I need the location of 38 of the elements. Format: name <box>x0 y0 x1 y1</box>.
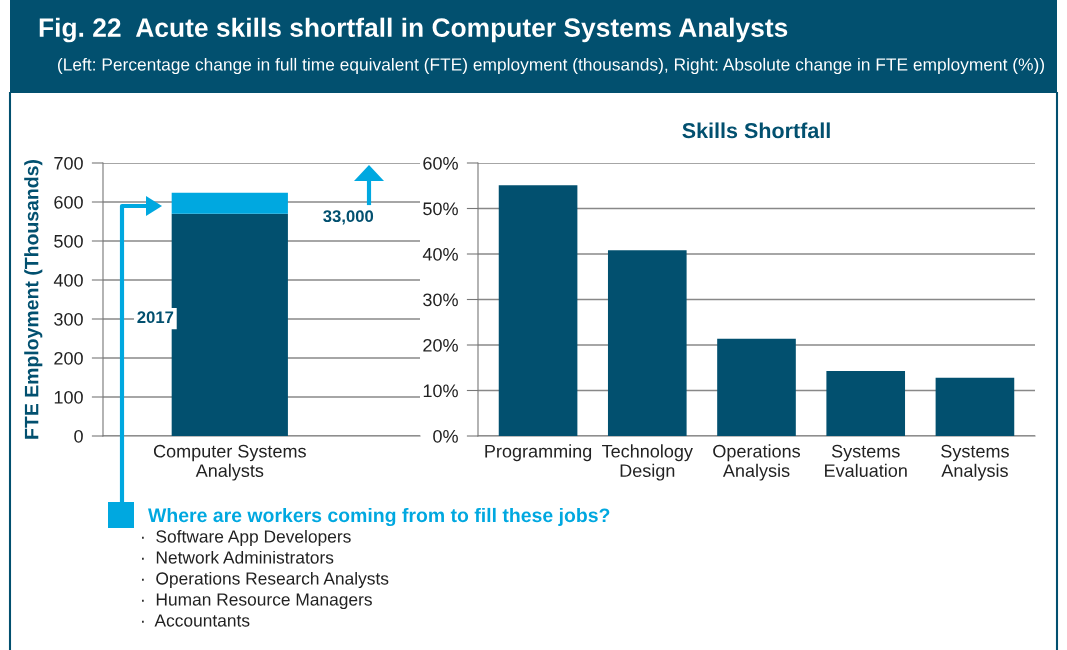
text: · Human Resource Managers <box>142 593 372 610</box>
text: · Network Administrators <box>142 550 334 564</box>
text: (Left: Percentage change in full time equivalent (FTE) employment (thousands), Right: Absolute change in FTE employment (%)) <box>58 57 1044 75</box>
y-tick-label: 200 <box>54 351 83 365</box>
x-tick-label: Technology Design <box>602 444 693 481</box>
y-tick-label: 40% <box>422 247 458 261</box>
x-tick-label: Computer Systems Analysts <box>153 444 306 481</box>
y-tick-label: 600 <box>54 195 83 209</box>
chart-title: Skills Shortfall <box>682 122 830 139</box>
bar <box>935 377 1015 436</box>
y-tick-label: 20% <box>423 338 458 352</box>
y-tick-label: 10% <box>423 384 458 398</box>
y-tick-label: 700 <box>54 156 83 170</box>
text: Where are workers coming from to fill these jobs? <box>148 507 610 527</box>
annotation: 2017 <box>137 311 174 324</box>
bar <box>717 338 796 436</box>
y-tick-label: 500 <box>54 234 83 248</box>
bar <box>826 370 906 436</box>
y-axis-title: FTE Employment (Thousands) <box>24 160 43 439</box>
y-tick-label: 400 <box>53 273 83 287</box>
bar <box>498 185 578 436</box>
text: · Operations Research Analysts <box>142 571 389 589</box>
text: 33,000 <box>323 210 374 225</box>
text: · Software App Developers <box>142 529 351 547</box>
bar <box>607 250 687 436</box>
y-tick-label: 100 <box>54 390 83 404</box>
y-tick-label: 50% <box>423 202 458 216</box>
x-tick-label: Operations Analysis <box>713 444 801 481</box>
y-tick-label: 60% <box>423 156 458 170</box>
x-tick-label: Systems Evaluation <box>825 444 907 478</box>
text: Fig. 22 Acute skills shortfall in Computer Systems Analysts <box>39 17 788 43</box>
text: · Accountants <box>142 614 250 627</box>
y-tick-label: 0% <box>433 429 458 443</box>
y-tick-label: 30% <box>423 293 458 307</box>
x-tick-label: Programming <box>485 444 592 462</box>
y-tick-label: 0 <box>74 429 83 443</box>
y-tick-label: 300 <box>54 312 83 326</box>
x-tick-label: Systems Analysis <box>941 444 1009 481</box>
